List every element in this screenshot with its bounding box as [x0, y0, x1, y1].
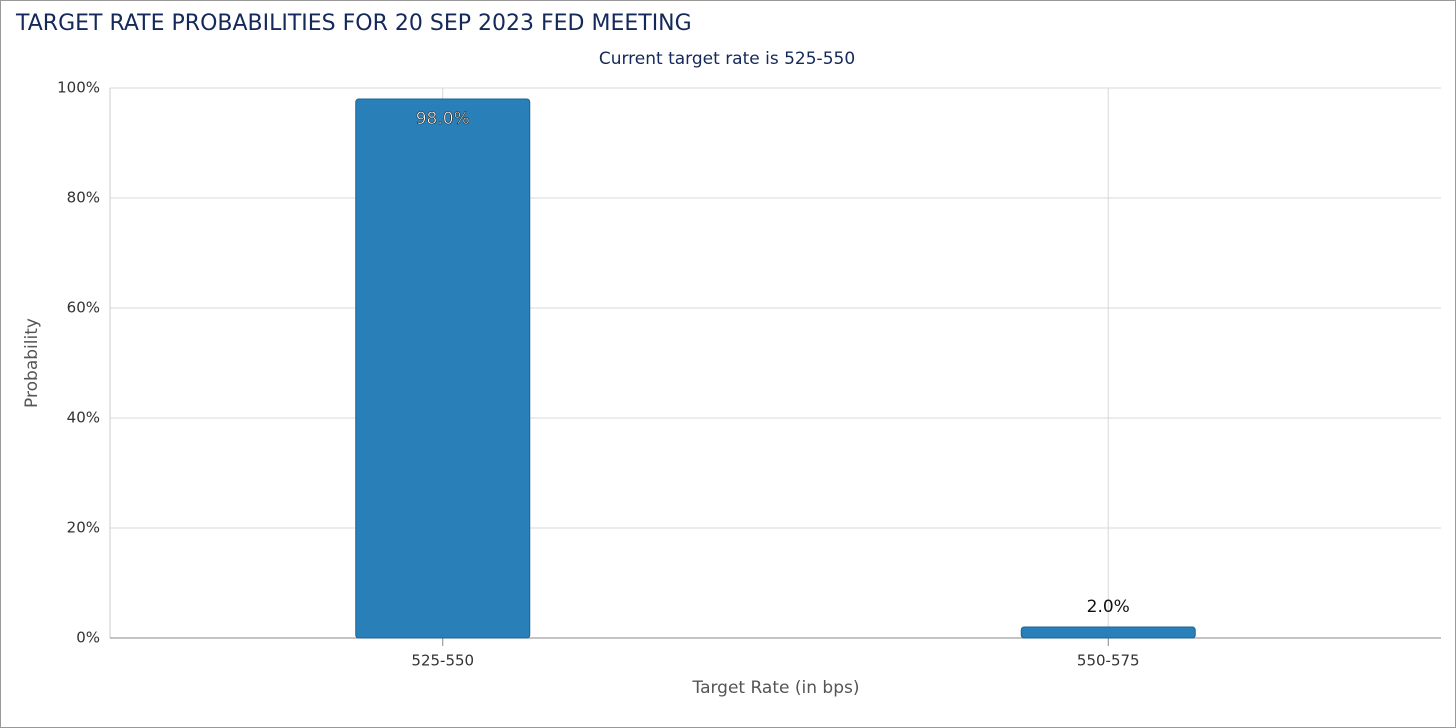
- x-tick-label: 525-550: [411, 652, 474, 670]
- y-axis-label: Probability: [22, 318, 42, 408]
- data-label: 2.0%: [1087, 597, 1130, 617]
- x-axis-label: Target Rate (in bps): [692, 678, 860, 698]
- chart-title: TARGET RATE PROBABILITIES FOR 20 SEP 202…: [15, 11, 692, 36]
- y-tick-label: 60%: [67, 299, 100, 317]
- y-tick-label: 0%: [76, 629, 100, 647]
- x-tick-label: 550-575: [1077, 652, 1140, 670]
- bar: [355, 98, 531, 639]
- y-tick-label: 100%: [57, 79, 100, 97]
- y-tick-label: 80%: [67, 189, 100, 207]
- bar: [1020, 626, 1196, 639]
- y-tick-label: 40%: [67, 409, 100, 427]
- data-label: 98.0%: [416, 109, 470, 129]
- chart-subtitle: Current target rate is 525-550: [599, 49, 855, 69]
- y-tick-label: 20%: [67, 519, 100, 537]
